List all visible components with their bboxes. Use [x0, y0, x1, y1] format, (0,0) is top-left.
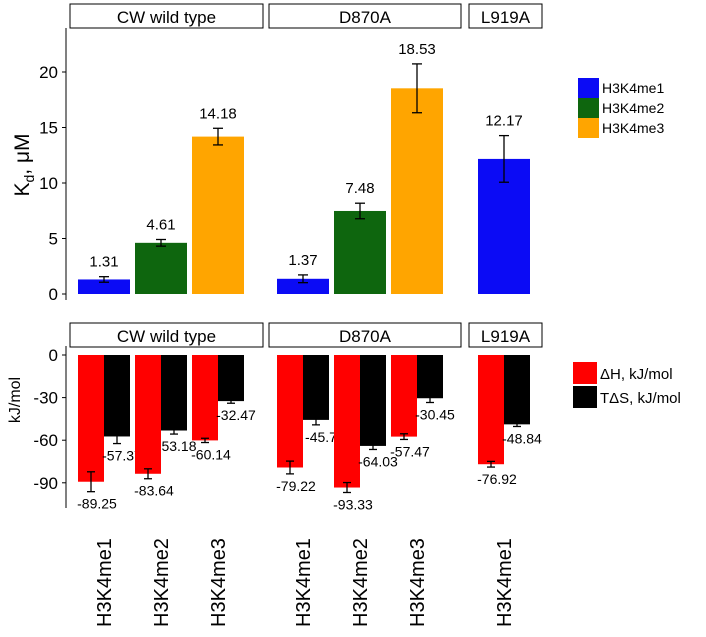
top-facet-label: CW wild type: [117, 8, 216, 27]
top-bar: [334, 210, 386, 294]
bottom-legend-label: ΔH, kJ/mol: [600, 366, 673, 383]
bottom-TdS-bar: [161, 355, 187, 431]
bottom-legend-swatch: [573, 386, 597, 408]
bottom-facet-label: D870A: [339, 327, 392, 346]
bottom-y-tick-label: -30: [33, 389, 58, 408]
bottom-y-tick-label: -60: [33, 431, 58, 450]
bottom-TdS-value-label: -30.45: [415, 406, 455, 422]
top-legend-swatch: [578, 118, 599, 138]
bottom-TdS-bar: [218, 355, 244, 402]
bottom-TdS-value-label: -57.37: [102, 448, 142, 464]
bottom-y-axis-label: kJ/mol: [7, 377, 24, 423]
top-bar-value-label: 18.53: [398, 41, 436, 58]
x-category-label: H3K4me3: [407, 538, 429, 627]
bottom-facet-strip: [468, 322, 543, 348]
top-bar-value-label: 1.37: [288, 252, 317, 269]
bottom-dH-value-label: -93.33: [333, 496, 373, 512]
bottom-facet-label: CW wild type: [117, 327, 216, 346]
bottom-TdS-value-label: -64.03: [358, 453, 398, 469]
top-y-tick-label: 0: [49, 285, 58, 304]
bottom-TdS-bar: [104, 355, 130, 437]
bottom-TdS-bar: [360, 355, 386, 446]
top-bar-value-label: 1.31: [89, 254, 118, 271]
top-bar: [277, 278, 329, 294]
bottom-TdS-value-label: -48.84: [502, 430, 542, 446]
bottom-facet-strip: [268, 322, 462, 348]
bottom-TdS-value-label: 53.18: [161, 438, 196, 454]
bottom-dH-bar: [135, 355, 161, 474]
bottom-y-tick-label: -90: [33, 474, 58, 493]
bottom-dH-value-label: -83.64: [134, 483, 174, 499]
bottom-legend-label: TΔS, kJ/mol: [600, 390, 681, 407]
top-bar: [78, 279, 130, 294]
top-bar-value-label: 4.61: [146, 216, 175, 233]
bottom-y-tick-label: 0: [49, 346, 58, 365]
top-y-tick-label: 5: [49, 230, 58, 249]
top-legend-label: H3K4me1: [602, 80, 664, 96]
top-y-label-main: K: [11, 183, 34, 197]
bottom-facet-strip: [69, 322, 264, 348]
bottom-facet-label: L919A: [481, 327, 531, 346]
bottom-TdS-bar: [417, 355, 443, 399]
top-bar: [391, 88, 443, 294]
top-legend-label: H3K4me2: [602, 100, 664, 116]
bottom-TdS-bar: [303, 355, 329, 420]
top-bar: [135, 242, 187, 294]
bottom-TdS-bar: [504, 355, 530, 425]
bottom-dH-value-label: -60.14: [191, 447, 231, 463]
top-legend-label: H3K4me3: [602, 120, 664, 136]
x-category-label: H3K4me1: [293, 538, 315, 627]
x-category-label: H3K4me1: [494, 538, 516, 627]
top-facet-label: L919A: [481, 8, 531, 27]
top-legend-swatch: [578, 78, 599, 98]
top-y-axis-label: Kd, μM: [11, 133, 37, 196]
top-bar-value-label: 7.48: [345, 180, 374, 197]
top-facet-label: D870A: [339, 8, 392, 27]
top-facet-strip: [69, 3, 264, 29]
bottom-dH-value-label: -57.47: [390, 443, 430, 459]
bottom-dH-bar: [334, 355, 360, 488]
bottom-legend-swatch: [573, 362, 597, 384]
bottom-dH-bar: [78, 355, 104, 482]
top-legend-swatch: [578, 98, 599, 118]
top-bar-value-label: 12.17: [485, 113, 523, 130]
bottom-dH-value-label: -89.25: [77, 496, 117, 512]
top-y-tick-label: 20: [39, 63, 58, 82]
x-category-label: H3K4me2: [350, 538, 372, 627]
top-bar-value-label: 14.18: [199, 105, 237, 122]
top-facet-strip: [468, 3, 543, 29]
top-y-tick-label: 15: [39, 119, 58, 138]
top-y-tick-label: 10: [39, 174, 58, 193]
top-y-label-sub: d: [21, 175, 37, 183]
bottom-dH-bar: [192, 355, 218, 441]
bottom-TdS-value-label: -45.7: [305, 429, 337, 445]
bottom-TdS-value-label: -32.47: [216, 407, 256, 423]
bottom-dH-value-label: -79.22: [276, 478, 316, 494]
x-category-label: H3K4me2: [151, 538, 173, 627]
top-bar: [192, 136, 244, 294]
bottom-dH-bar: [277, 355, 303, 468]
bottom-dH-bar: [478, 355, 504, 465]
bottom-dH-bar: [391, 355, 417, 437]
x-category-label: H3K4me3: [208, 538, 230, 627]
top-facet-strip: [268, 3, 462, 29]
top-y-label-unit: , μM: [11, 133, 34, 174]
bottom-dH-value-label: -76.92: [477, 471, 517, 487]
x-category-label: H3K4me1: [94, 538, 116, 627]
